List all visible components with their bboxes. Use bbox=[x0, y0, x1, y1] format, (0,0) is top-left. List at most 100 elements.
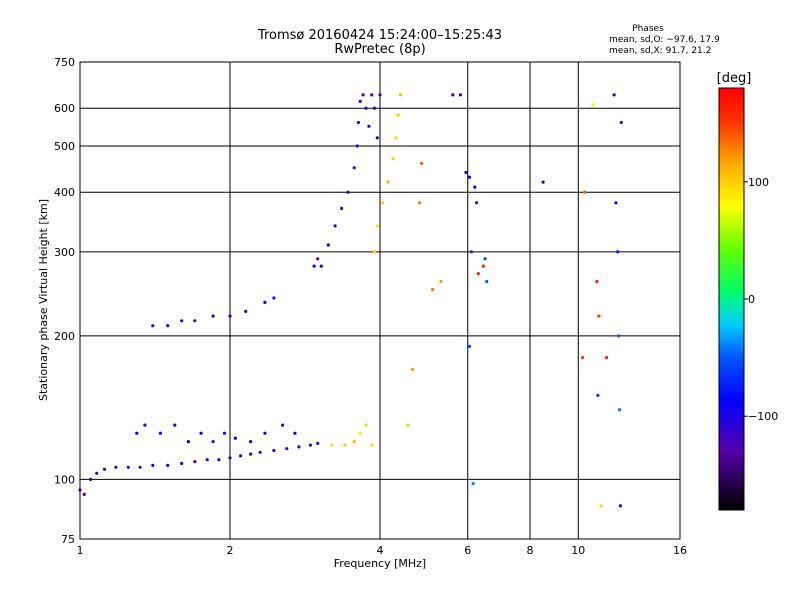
data-point bbox=[469, 250, 473, 254]
data-point bbox=[619, 120, 623, 125]
data-point bbox=[346, 190, 350, 194]
data-point bbox=[186, 440, 190, 444]
data-point bbox=[193, 319, 197, 323]
data-point bbox=[166, 324, 170, 328]
y-tick-labels: 75 100 200 300 400 500 600 750 bbox=[54, 56, 75, 546]
grid-lines bbox=[80, 62, 680, 539]
data-point bbox=[138, 465, 142, 469]
y-axis-label: Stationary phase Virtual Height [km] bbox=[37, 199, 50, 401]
data-point bbox=[263, 431, 267, 435]
data-point bbox=[581, 356, 585, 360]
data-point bbox=[464, 170, 468, 175]
data-point bbox=[312, 264, 316, 268]
data-point bbox=[343, 443, 347, 447]
data-point bbox=[618, 504, 623, 508]
data-point bbox=[399, 93, 403, 97]
data-point bbox=[222, 431, 227, 435]
data-point bbox=[467, 175, 472, 179]
data-point bbox=[381, 201, 385, 205]
data-point bbox=[617, 334, 621, 338]
data-point bbox=[193, 460, 197, 464]
data-point bbox=[228, 456, 232, 460]
data-point bbox=[78, 488, 82, 492]
data-point bbox=[612, 93, 616, 97]
data-point bbox=[180, 461, 184, 466]
data-point bbox=[228, 314, 232, 318]
y-tick-label: 500 bbox=[54, 140, 75, 153]
data-point bbox=[308, 443, 312, 447]
y-tick-label: 300 bbox=[54, 246, 75, 259]
colorbar-tick-label: −100 bbox=[748, 410, 778, 423]
data-point bbox=[467, 344, 472, 348]
stats-line-o: mean, sd,O: −97.6, 17.9 bbox=[609, 35, 720, 45]
data-point bbox=[233, 436, 237, 440]
data-point bbox=[114, 465, 118, 469]
colorbar bbox=[718, 87, 745, 511]
data-point bbox=[617, 408, 622, 412]
data-point bbox=[316, 441, 320, 445]
data-point bbox=[378, 93, 382, 97]
data-point bbox=[326, 243, 330, 247]
y-tick-label: 600 bbox=[54, 102, 75, 115]
data-point bbox=[591, 103, 595, 107]
data-point bbox=[158, 431, 162, 435]
data-point bbox=[249, 440, 253, 444]
data-point bbox=[263, 300, 267, 304]
data-point bbox=[356, 120, 360, 125]
y-tick-label: 750 bbox=[54, 56, 75, 69]
x-tick-label: 2 bbox=[227, 544, 234, 557]
data-point bbox=[471, 482, 475, 486]
y-tick-label: 75 bbox=[61, 533, 75, 546]
data-point bbox=[102, 467, 107, 471]
data-point bbox=[143, 423, 147, 427]
x-tick-labels: 1 2 4 6 8 10 16 bbox=[77, 544, 688, 557]
data-point bbox=[372, 250, 377, 254]
x-tick-label: 16 bbox=[673, 544, 687, 557]
data-point bbox=[614, 201, 618, 205]
data-point bbox=[249, 452, 253, 456]
data-point bbox=[364, 106, 368, 110]
data-point bbox=[166, 463, 170, 467]
data-point bbox=[485, 279, 489, 284]
data-point bbox=[599, 504, 603, 508]
data-point bbox=[340, 206, 344, 210]
data-point bbox=[458, 93, 462, 97]
y-tick-label: 400 bbox=[54, 186, 75, 199]
data-point bbox=[82, 492, 86, 496]
data-point bbox=[293, 431, 297, 435]
data-point bbox=[297, 445, 301, 449]
data-point bbox=[394, 136, 398, 140]
data-point bbox=[151, 463, 155, 467]
data-point bbox=[391, 157, 395, 161]
data-point bbox=[475, 201, 479, 205]
data-point bbox=[583, 190, 587, 194]
data-point bbox=[431, 288, 435, 292]
data-point bbox=[205, 458, 209, 462]
colorbar-tick-label: 100 bbox=[748, 176, 769, 189]
data-point bbox=[364, 423, 368, 427]
data-point bbox=[352, 440, 356, 444]
data-point bbox=[372, 106, 377, 110]
data-point bbox=[473, 185, 477, 189]
x-tick-label: 1 bbox=[77, 544, 84, 557]
data-point bbox=[258, 450, 262, 454]
colorbar-tick-label: 0 bbox=[748, 293, 755, 306]
y-tick-label: 100 bbox=[54, 473, 75, 486]
data-point bbox=[367, 124, 371, 128]
x-tick-label: 8 bbox=[527, 544, 534, 557]
chart-title: Tromsø 20160424 15:24:00–15:25:43 bbox=[257, 28, 502, 43]
x-tick-label: 4 bbox=[377, 544, 384, 557]
data-point bbox=[173, 423, 177, 427]
data-point bbox=[333, 224, 337, 228]
data-point bbox=[483, 257, 487, 261]
data-point bbox=[355, 144, 359, 148]
data-point bbox=[370, 93, 374, 97]
data-point bbox=[281, 423, 285, 427]
stats-heading: Phases bbox=[632, 24, 664, 34]
x-tick-label: 10 bbox=[571, 544, 585, 557]
data-point bbox=[451, 93, 455, 97]
data-point bbox=[595, 279, 599, 284]
data-point bbox=[126, 465, 130, 469]
stats-line-x: mean, sd,X: 91.7, 21.2 bbox=[609, 46, 711, 56]
